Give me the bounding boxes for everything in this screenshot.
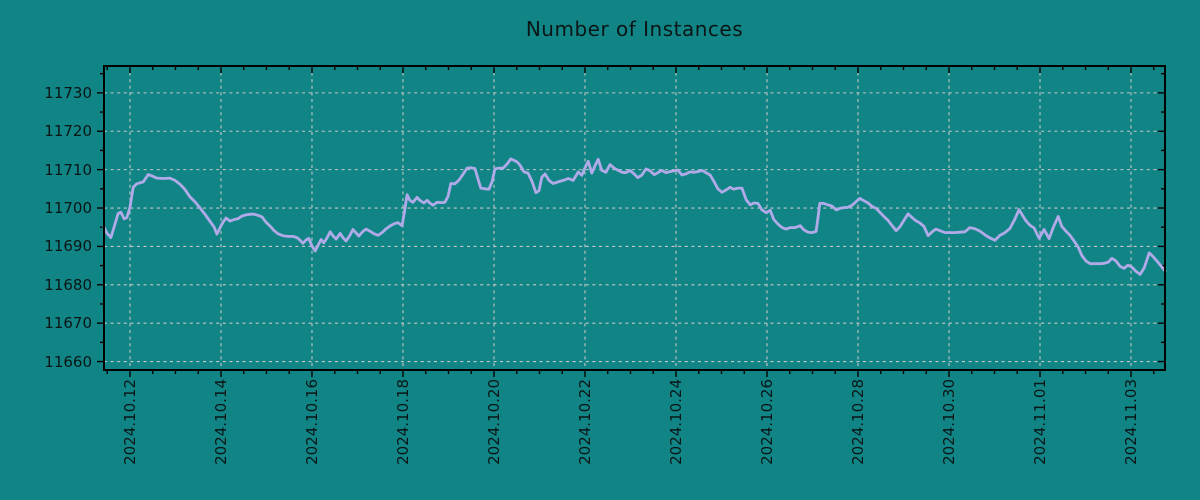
x-tick-label: 2024.10.12 [120, 379, 139, 465]
x-tick-label: 2024.10.18 [393, 379, 412, 465]
y-tick-label: 11690 [44, 237, 92, 256]
x-tick-label: 2024.10.26 [757, 379, 776, 465]
tick-marks [97, 66, 1165, 377]
x-tick-label: 2024.10.30 [940, 379, 958, 465]
x-tick-label: 2024.10.16 [302, 379, 321, 465]
y-tick-label: 11680 [44, 275, 92, 294]
y-tick-label: 11710 [44, 160, 92, 179]
x-tick-label: 2024.10.20 [484, 379, 503, 465]
y-tick-label: 11730 [44, 83, 92, 102]
gridlines [104, 66, 1165, 370]
chart-title: Number of Instances [525, 17, 744, 41]
x-tick-label: 2024.11.03 [1122, 379, 1140, 465]
x-tick-label: 2024.10.14 [211, 379, 230, 465]
y-tick-label: 11660 [44, 352, 92, 371]
plot-frame [103, 65, 1166, 371]
x-tick-label: 2024.10.24 [666, 379, 685, 465]
y-tick-label: 11700 [44, 199, 92, 218]
x-tick-label: 2024.10.22 [575, 379, 594, 465]
y-tick-label: 11720 [44, 122, 92, 141]
x-tick-label: 2024.11.01 [1031, 379, 1049, 465]
x-tick-label: 2024.10.28 [849, 379, 867, 465]
y-tick-label: 11670 [44, 314, 92, 333]
series-line [102, 157, 1167, 276]
